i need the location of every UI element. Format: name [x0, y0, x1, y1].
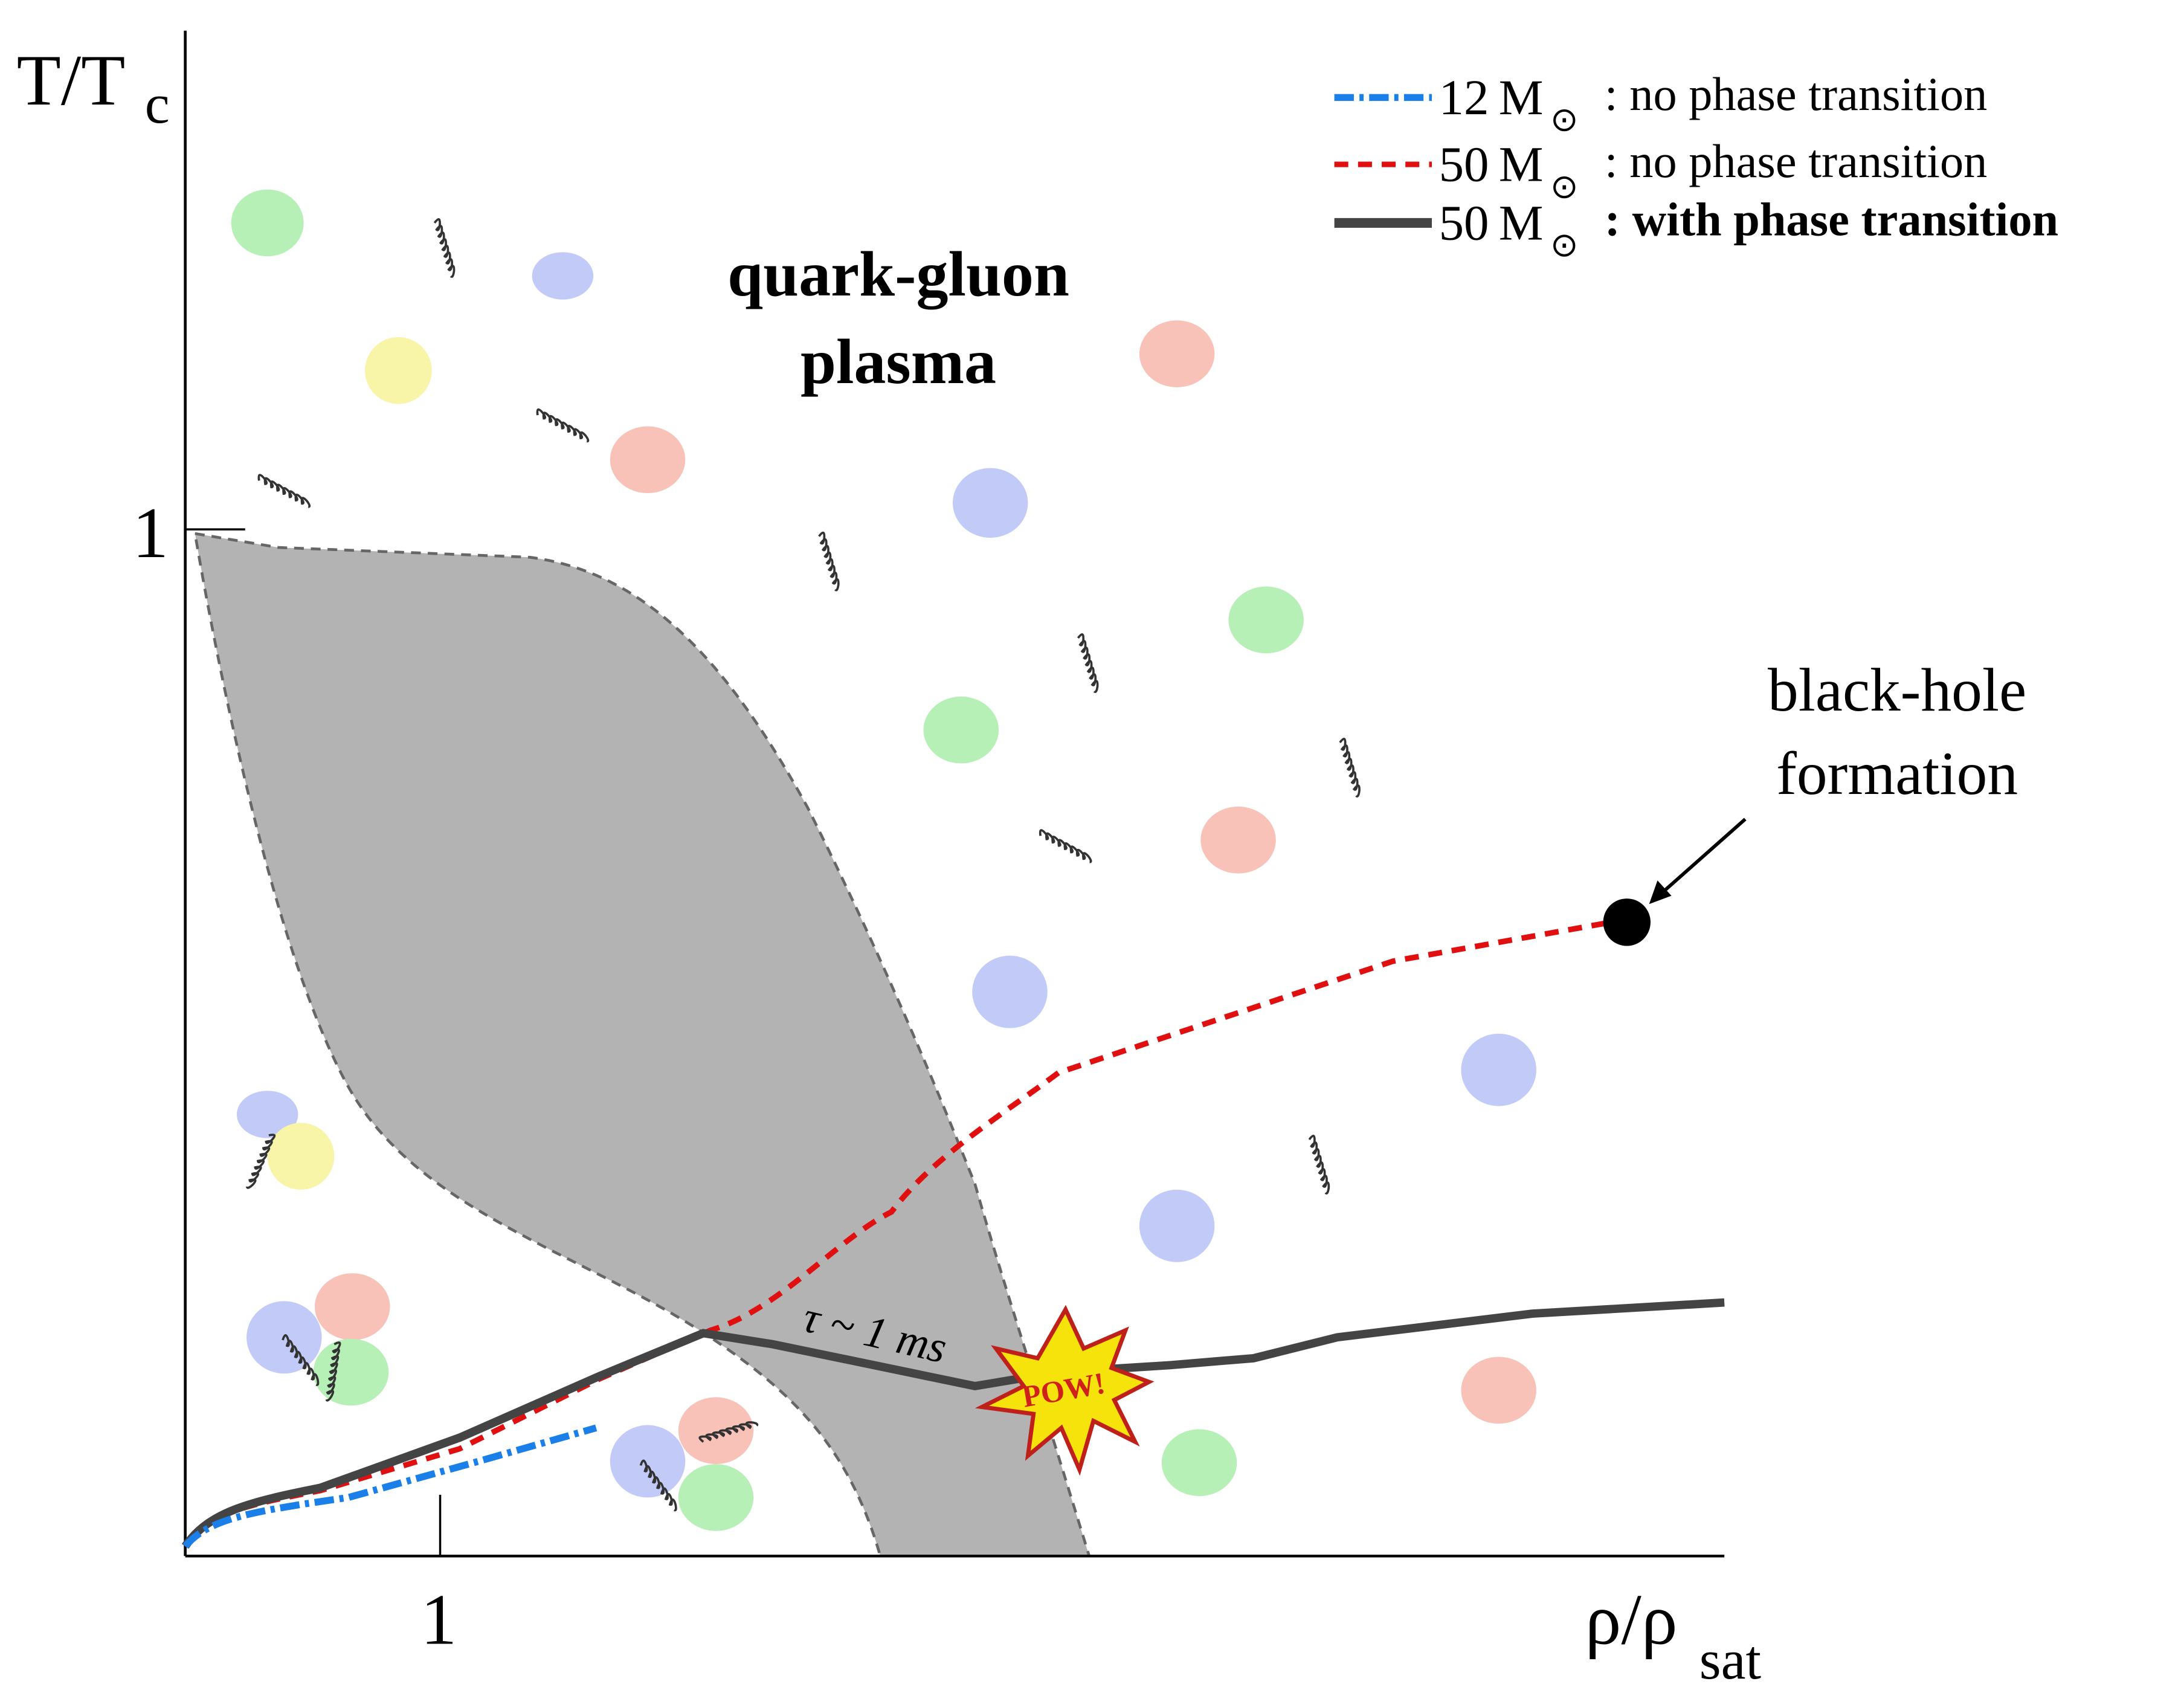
particle [1461, 1356, 1536, 1424]
particle [313, 1338, 389, 1406]
particle [267, 1123, 335, 1190]
legend-text: : with phase transition [1605, 193, 2058, 246]
arrowhead [1649, 880, 1672, 905]
legend-mass: 50 [1439, 195, 1489, 251]
gluon [282, 1334, 320, 1386]
legend-mass: 50 [1439, 137, 1489, 192]
legend-mass: 12 [1439, 69, 1489, 125]
particles [231, 189, 1536, 1531]
region-label: plasma [800, 326, 996, 397]
gluon [1308, 1135, 1330, 1195]
x-tick-label: 1 [420, 1579, 457, 1660]
particle [1139, 320, 1215, 387]
particle [678, 1397, 754, 1465]
legend-unit: M [1499, 195, 1544, 251]
blue-trajectory [182, 1424, 598, 1549]
particle [236, 1091, 298, 1138]
x-axis-label: ρ/ρ [1585, 1579, 1678, 1660]
particle [678, 1464, 754, 1531]
legend-text: : no phase transition [1605, 135, 1987, 187]
y-tick-label: 1 [132, 492, 169, 573]
gluon [1077, 633, 1099, 693]
particle [365, 337, 432, 404]
region-label: quark-gluon [727, 238, 1069, 309]
legend-unit: M [1499, 137, 1544, 192]
gluon [1339, 738, 1361, 798]
gluon [433, 218, 456, 278]
particle [532, 252, 594, 300]
legend-text: : no phase transition [1605, 68, 1987, 120]
annotation: formation [1776, 740, 2018, 807]
particle [923, 696, 999, 764]
black-hole-point [1603, 898, 1651, 946]
gluon [325, 1341, 341, 1402]
gluon [1039, 829, 1092, 863]
annotation: black-hole [1768, 656, 2026, 724]
arrow [1659, 818, 1747, 896]
legend-unit: M [1499, 69, 1544, 125]
legend-symbol: ⊙ [1550, 102, 1578, 138]
gluon [639, 1459, 677, 1512]
particle [315, 1273, 390, 1340]
y-axis-label-sub: c [145, 73, 170, 135]
particle [231, 189, 304, 257]
y-axis-label: T/T [17, 40, 126, 120]
particle [1228, 586, 1304, 654]
particle [1139, 1189, 1215, 1262]
particle [1161, 1429, 1237, 1497]
particle [952, 468, 1028, 538]
gluons [245, 218, 1361, 1512]
particle [972, 955, 1048, 1028]
pow-burst [974, 1305, 1155, 1476]
x-axis-label-sub: sat [1699, 1629, 1762, 1687]
gluon [818, 531, 840, 592]
particle [1461, 1033, 1536, 1106]
legend-symbol: ⊙ [1550, 168, 1578, 205]
particle [610, 1425, 686, 1498]
gluon [536, 408, 590, 443]
gluon [257, 474, 311, 508]
gluon [245, 1134, 276, 1189]
particle [610, 426, 686, 494]
gluon [698, 1421, 759, 1443]
legend-symbol: ⊙ [1550, 227, 1578, 263]
hadron-quark-region [193, 532, 1092, 1558]
particle [1200, 806, 1276, 874]
